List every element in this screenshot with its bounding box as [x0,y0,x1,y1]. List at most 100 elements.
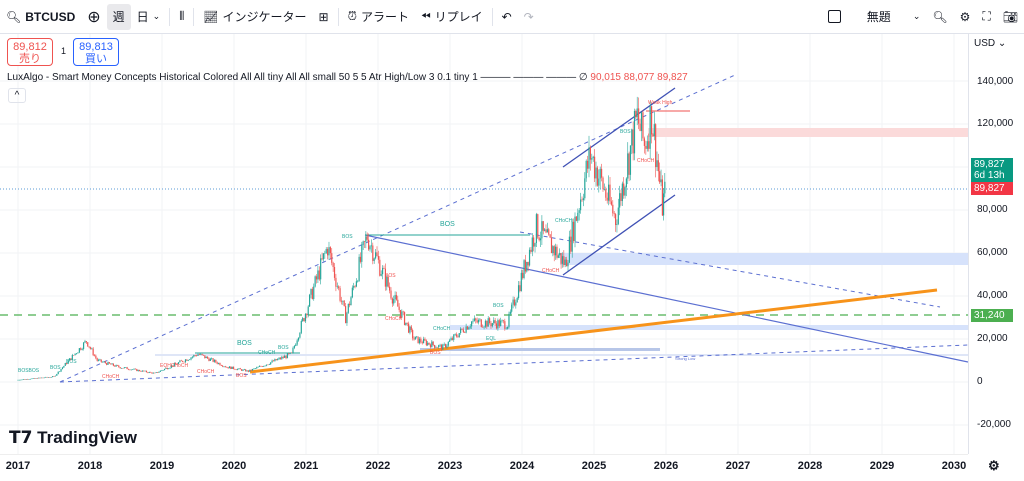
candle-body [257,366,259,368]
candle-body [500,320,502,327]
structure-label: EQHCHoCH [160,363,188,369]
candle-body [328,247,330,256]
candle-body [636,108,638,118]
candle-body [379,259,381,276]
candle-body [431,341,433,348]
divider [193,7,195,26]
candle-body [222,365,224,367]
interval-week[interactable]: 週 [106,3,131,30]
structure-label: BOS [342,234,353,240]
candle-body [544,229,546,231]
replay-button[interactable]: ⏪︎ リプレイ [420,9,483,24]
candle-body [73,355,75,356]
undo-button[interactable]: ↶ [496,4,518,30]
chevron-down-icon: ⌄ [152,11,161,21]
candle-body [347,303,349,313]
indicators-button[interactable]: 📈︎ インジケーター [203,9,307,25]
candle-body [598,178,600,186]
candle-body [464,332,466,333]
demand-zone [420,348,660,351]
candle-body [391,298,393,304]
candle-body [402,311,404,313]
interval-day[interactable]: 日 ⌄ [136,10,161,24]
candle-body [108,362,110,364]
candle-body [580,199,582,211]
candle-body [541,221,543,239]
settings-button[interactable]: ⚙︎ [954,4,977,30]
candle-body [63,365,65,368]
candle-body [416,336,418,338]
candle-body [648,141,650,149]
candle-body [89,347,92,349]
candle-body [226,367,228,368]
candle-body [258,366,261,367]
candle-body [32,378,34,379]
candle-body [420,338,422,343]
candle-body [296,340,298,345]
candle-body [531,237,533,252]
y-tick: 20,000 [977,333,1008,344]
layout-button[interactable] [822,4,847,30]
structure-label: BOS [385,273,396,279]
candle-body [395,295,398,300]
candle-body [335,277,337,287]
sell-button[interactable]: 89,812 売り [7,38,53,66]
candle-body [460,328,462,334]
undo-icon: ↶ [501,9,512,24]
chart-type-button[interactable]: ⫴ [173,4,190,30]
tradingview-logo[interactable]: 𝗧𝟳 TradingView [9,428,137,447]
buy-button[interactable]: 89,813 買い [73,38,119,66]
candle-body [435,347,437,348]
candle-body [148,371,150,373]
redo-button[interactable]: ↷ [518,4,540,30]
candle-body [661,179,663,216]
candle-body [542,221,544,231]
axis-settings-button[interactable]: ⚙︎ [988,458,1000,474]
compare-button[interactable]: ⊕ [81,4,106,30]
candle-body [594,156,596,179]
candle-body [187,359,189,361]
candle-body [156,372,159,373]
layout-name[interactable]: 無題 ⌄ [866,10,921,24]
candle-body [440,344,443,350]
fullscreen-button[interactable]: ⛶ [976,4,996,30]
price-axis[interactable]: USD ⌄ 140,000 120,000 80,000 60,000 40,0… [968,34,1024,454]
candle-body [632,129,634,154]
candle-body [349,303,351,306]
candle-body [468,327,470,330]
candle-body [640,112,643,131]
quick-search-button[interactable]: 🔍︎ [926,4,953,30]
candle-body [340,300,343,302]
templates-button[interactable]: ⊞ [313,4,335,30]
candle-body [354,286,356,287]
structure-label: Strong Low [675,356,695,361]
level-tag: 31,240 [971,309,1013,322]
symbol-search[interactable]: 🔍︎ BTCUSD [6,9,76,24]
candle-body [176,363,178,365]
indicator-legend[interactable]: LuxAlgo - Smart Money Concepts Historica… [7,72,688,83]
candle-body [112,363,114,366]
candle-body [657,160,659,172]
plus-circle-icon: ⊕ [87,8,101,26]
candle-body [351,287,353,298]
candle-body [189,359,191,361]
candle-body [642,112,644,139]
screenshot-button[interactable]: 📷︎ [997,4,1024,30]
candle-body [588,147,590,169]
time-axis[interactable]: ⚙︎ 2017 2018 2019 2020 2021 2022 2023 2024 2025 2… [0,454,1000,481]
alert-button[interactable]: ⏰︎ アラート [347,9,409,24]
upper-trendline [59,74,736,383]
candle-body [552,246,554,254]
candle-body [38,377,40,379]
candle-body [413,338,415,340]
candle-body [49,377,51,378]
candle-body [546,229,548,233]
candle-body [424,338,426,341]
candle-body [444,344,447,348]
candle-body [615,214,617,225]
collapse-legend-button[interactable]: ^ [8,88,26,103]
candle-body [130,369,132,371]
candle-body [555,246,557,256]
currency-select[interactable]: USD ⌄ [974,38,1007,49]
